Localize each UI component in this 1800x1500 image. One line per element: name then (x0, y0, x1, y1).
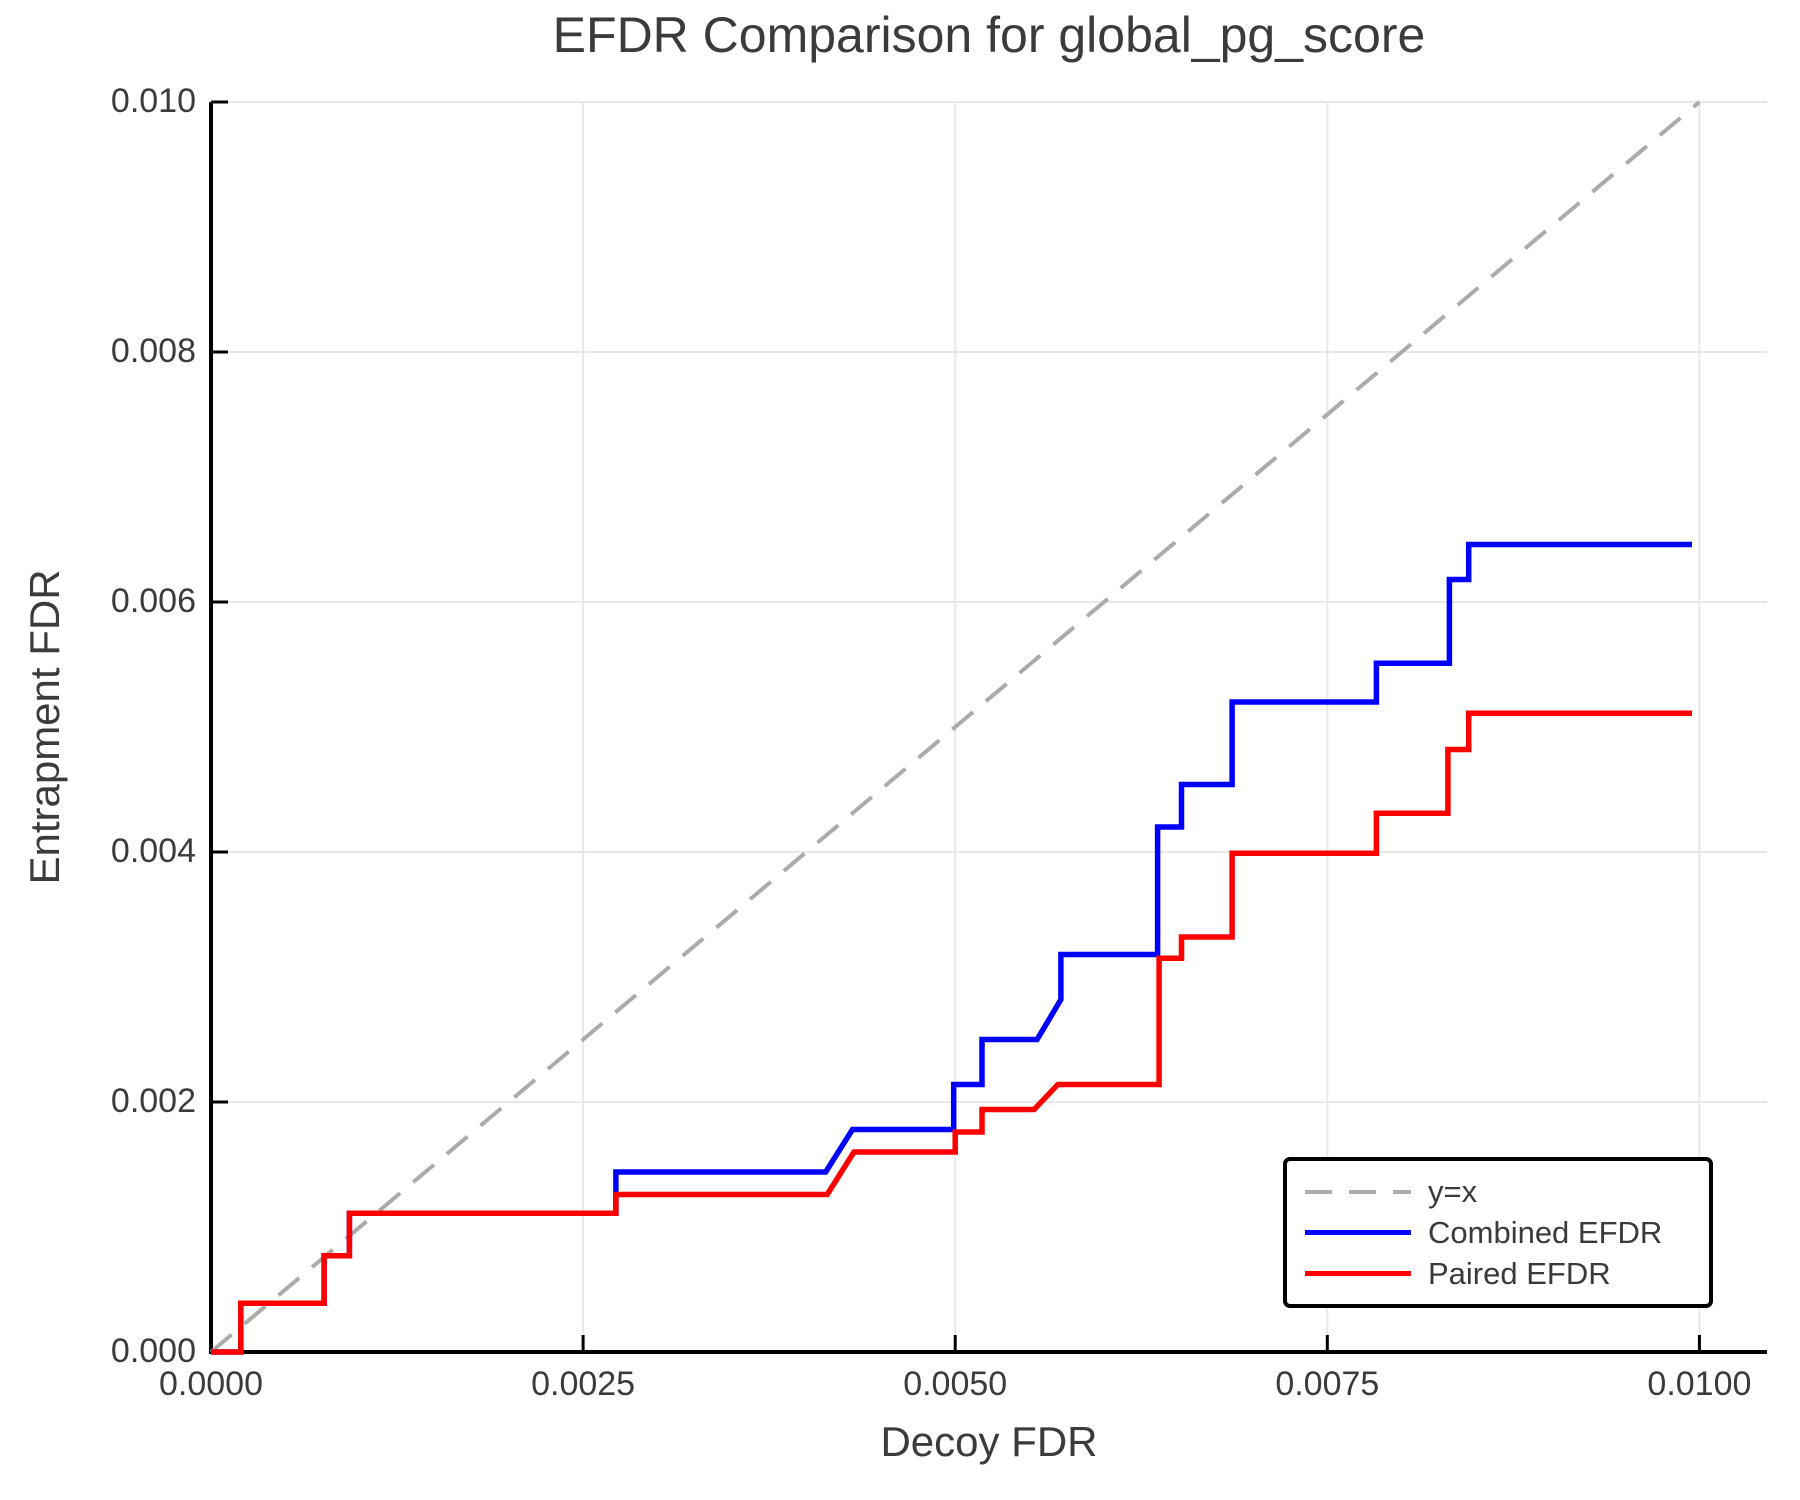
legend-label-combined: Combined EFDR (1428, 1215, 1663, 1250)
series-line-paired-efdr (211, 710, 1692, 1355)
legend-label-paired: Paired EFDR (1428, 1256, 1611, 1291)
dashed-line-swatch (1305, 1189, 1411, 1194)
legend: y=x Combined EFDR Paired EFDR (1283, 1157, 1713, 1308)
blue-line-swatch (1305, 1230, 1411, 1235)
legend-entry-paired: Paired EFDR (1305, 1257, 1709, 1291)
red-line-swatch (1305, 1271, 1411, 1276)
legend-label-identity: y=x (1428, 1174, 1478, 1209)
chart-title: EFDR Comparison for global_pg_score (552, 7, 1426, 63)
x-axis-label: Decoy FDR (880, 1418, 1098, 1465)
legend-entry-combined: Combined EFDR (1305, 1216, 1709, 1250)
series-line-y-x (209, 100, 1701, 1354)
legend-entry-identity: y=x (1305, 1175, 1709, 1209)
